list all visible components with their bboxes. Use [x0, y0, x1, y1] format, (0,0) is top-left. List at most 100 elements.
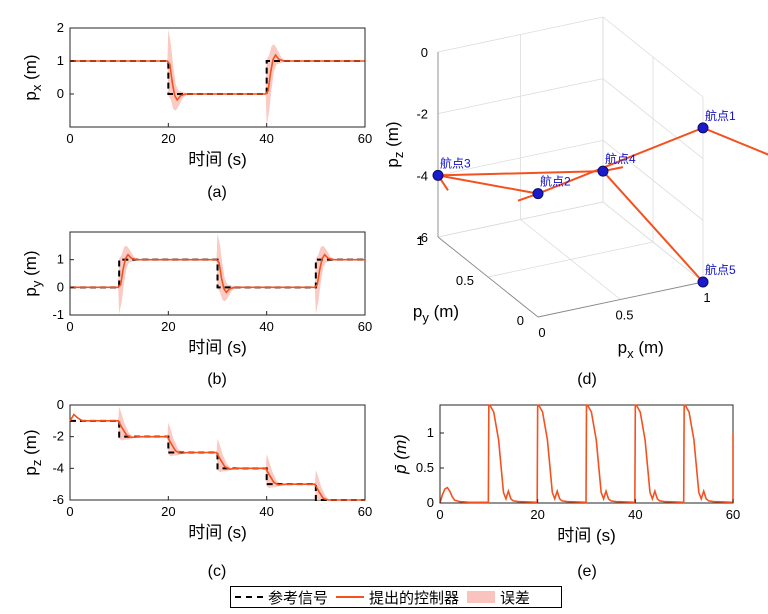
trajectory-tail-start	[702, 126, 768, 156]
panel-caption: (c)	[208, 563, 227, 580]
error-band-c-2	[216, 438, 233, 473]
y-tick-label: 0	[57, 86, 64, 101]
y-tick-label: -1	[52, 307, 64, 322]
y-axis-label: pz (m)	[21, 429, 44, 475]
trajectory-segment	[437, 170, 604, 177]
legend-item-error: 误差	[467, 587, 530, 608]
z3d-tick-label: 0	[421, 45, 428, 60]
x-tick-label: 40	[259, 131, 273, 146]
z3d-tick-label: -4	[416, 168, 428, 183]
series-line-e-0	[439, 404, 734, 504]
reference-line-b	[70, 258, 365, 289]
x-tick-label: 60	[358, 319, 372, 334]
error-band-b-1	[216, 233, 238, 302]
waypoint-label: 航点5	[705, 262, 736, 277]
error-band-a-0	[167, 29, 188, 111]
x3d-tick-label: 0	[538, 325, 545, 340]
trajectory-segment	[602, 170, 704, 283]
x-tick-label: 20	[161, 319, 175, 334]
panel-caption: (e)	[577, 563, 597, 580]
legend-controller-label: 提出的控制器	[369, 589, 460, 607]
legend-error-band	[467, 591, 496, 603]
y-axis-label: p̄ (m)	[391, 434, 410, 475]
legend-error-label: 误差	[500, 589, 531, 607]
trajectory-segment	[437, 174, 539, 195]
y-tick-label: 1	[57, 252, 64, 267]
panel-d: 0 0.5 1 0 0.5 1 0 -2 -4 -6 px (m) py (m) pz (m) 航点1 航点…	[383, 16, 768, 388]
x-tick-label: 0	[436, 507, 443, 522]
y-tick-label: -2	[52, 429, 64, 444]
error-band-b-0	[118, 245, 139, 314]
error-band-c-4	[314, 470, 331, 501]
floor-grid-y	[487, 241, 654, 278]
x-tick-label: 20	[530, 507, 544, 522]
y3d-axis-label: py (m)	[413, 302, 459, 325]
legend-reference-label: 参考信号	[268, 589, 329, 607]
x-tick-label: 60	[726, 507, 740, 522]
controller-line-c	[69, 413, 365, 501]
waypoint-label: 航点1	[705, 108, 736, 123]
y-tick-label: -6	[52, 492, 64, 507]
waypoint-marker	[697, 122, 709, 134]
y-tick-label: 0	[57, 279, 64, 294]
legend-item-reference: 参考信号	[235, 587, 328, 608]
error-band-a-1	[265, 44, 287, 126]
waypoint-marker	[597, 165, 609, 177]
panel-c: 0 20 40 60 0 -2 -4 -6 时间 (s) pz (m) (c)	[21, 397, 372, 580]
x-tick-label: 40	[259, 319, 273, 334]
panel-caption: (a)	[207, 184, 227, 201]
error-band-c-3	[265, 454, 282, 489]
y-tick-label: 0.5	[416, 460, 434, 475]
error-band-b-2	[314, 245, 336, 314]
waypoint-marker	[697, 276, 709, 288]
panel-caption: (b)	[207, 371, 227, 388]
controller-line-a	[70, 53, 365, 102]
x-axis-label: 时间 (s)	[188, 150, 247, 169]
x-tick-label: 20	[161, 131, 175, 146]
controller-line-b	[70, 253, 365, 294]
x-axis-label: 时间 (s)	[188, 338, 247, 357]
panel-a: 0 20 40 60 0 1 2 时间 (s) px (m) (a)	[21, 20, 372, 201]
x-tick-label: 0	[66, 319, 73, 334]
y-tick-label: 2	[57, 20, 64, 35]
z3d-axis-label: pz (m)	[383, 121, 406, 167]
legend-reference-dash	[235, 596, 263, 598]
y-tick-label: 0	[427, 495, 434, 510]
axis-edge-y	[437, 236, 539, 318]
waypoint-label: 航点4	[605, 151, 636, 166]
z3d-tick-label: -6	[416, 230, 428, 245]
z3d-tick-label: -2	[416, 107, 428, 122]
error-band-c-1	[167, 422, 184, 457]
y-axis-label: px (m)	[21, 54, 44, 100]
axes-box-a	[69, 27, 366, 128]
panel-caption: (d)	[577, 371, 597, 388]
x3d-tick-label: 1	[703, 290, 710, 305]
axis-edge-x	[537, 281, 704, 318]
y3d-tick-label: 0.5	[456, 273, 474, 288]
legend-item-controller: 提出的控制器	[336, 587, 459, 608]
x-tick-label: 40	[628, 507, 642, 522]
y3d-tick-label: 1	[417, 233, 424, 248]
x-axis-label: 时间 (s)	[188, 523, 247, 542]
y-tick-label: 0	[57, 397, 64, 412]
x-tick-label: 60	[358, 504, 372, 519]
y-tick-label: 1	[427, 425, 434, 440]
trajectory-segment	[537, 126, 704, 195]
waypoint-label: 航点3	[440, 155, 471, 170]
legend: 参考信号 提出的控制器 误差	[230, 586, 562, 608]
waypoint-marker	[432, 169, 444, 181]
waypoint-label: 航点2	[540, 174, 571, 189]
error-band-c-0	[118, 406, 134, 441]
x-tick-label: 0	[66, 131, 73, 146]
y-tick-label: -4	[52, 460, 64, 475]
y-axis-label: py (m)	[21, 250, 44, 296]
x3d-tick-label: 0.5	[615, 308, 633, 323]
x-tick-label: 0	[66, 504, 73, 519]
x3d-axis-label: px (m)	[618, 338, 664, 361]
legend-controller-line	[336, 596, 365, 598]
x-tick-label: 40	[259, 504, 273, 519]
panel-e: 0 20 40 60 0 0.5 1 时间 (s) p̄ (m) (e)	[391, 404, 740, 580]
y-tick-label: 1	[57, 53, 64, 68]
